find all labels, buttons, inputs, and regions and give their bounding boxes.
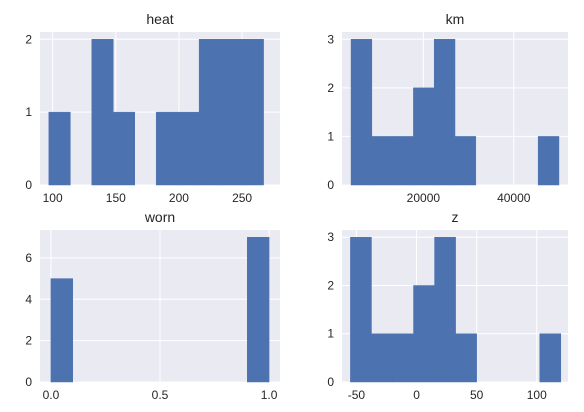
x-tick-label: 40000 [497, 191, 531, 205]
histogram-bar [392, 333, 414, 383]
histogram-bar [247, 236, 270, 383]
y-tick-label: 1 [327, 129, 334, 143]
subplot-title: heat [146, 11, 173, 27]
y-tick-label: 3 [327, 230, 334, 244]
y-tick-label: 0 [25, 375, 32, 389]
histogram-bar [50, 278, 73, 383]
subplot-worn: worn 0.0 0.5 1.0 0 2 4 6 [25, 209, 280, 402]
y-tick-label: 4 [25, 292, 32, 306]
x-tick-label: 0 [413, 388, 420, 402]
subplot-km: km 20000 40000 0 1 2 3 [327, 11, 568, 205]
x-tick-label: 50 [470, 388, 484, 402]
x-tick-label: -50 [348, 388, 366, 402]
histogram-bar [241, 39, 264, 186]
x-tick-label: 0.0 [43, 388, 60, 402]
x-tick-label: 100 [527, 388, 547, 402]
x-tick-label: 0.5 [152, 388, 169, 402]
y-tick-label: 0 [327, 375, 334, 389]
y-tick-label: 2 [25, 334, 32, 348]
y-tick-label: 2 [327, 81, 334, 95]
x-tick-label: 250 [232, 191, 252, 205]
y-tick-label: 1 [25, 105, 32, 119]
histogram-bar [48, 111, 71, 186]
y-tick-label: 0 [25, 178, 32, 192]
y-tick-label: 2 [327, 278, 334, 292]
y-tick-label: 0 [327, 178, 334, 192]
x-tick-label: 200 [169, 191, 189, 205]
histogram-bar [537, 136, 560, 186]
x-tick-label: 150 [106, 191, 126, 205]
histogram-bar [413, 285, 435, 383]
y-tick-label: 2 [25, 32, 32, 46]
x-tick-label: 100 [43, 191, 63, 205]
histogram-bar [392, 136, 414, 186]
subplot-heat: heat 100 150 200 250 0 1 2 [25, 11, 280, 205]
histogram-bar [455, 333, 477, 383]
histogram-bar [113, 111, 135, 186]
histogram-bar [91, 39, 114, 186]
histogram-bar [350, 236, 372, 383]
y-tick-label: 3 [327, 32, 334, 46]
histogram-bar [177, 111, 200, 186]
histogram-bar [220, 39, 243, 186]
x-tick-label: 1.0 [261, 388, 278, 402]
histogram-bar [371, 136, 393, 186]
histogram-bar [454, 136, 477, 186]
subplot-title: worn [144, 209, 175, 225]
histogram-bar [155, 111, 178, 186]
histogram-bar [433, 39, 456, 186]
subplot-title: z [452, 209, 459, 225]
histogram-bar [434, 236, 456, 383]
y-tick-label: 1 [327, 327, 334, 341]
x-tick-label: 20000 [407, 191, 441, 205]
histogram-bar [371, 333, 393, 383]
subplot-z: z -50 0 50 100 0 1 2 3 [327, 209, 568, 402]
histogram-bar [350, 39, 373, 186]
histogram-bar [539, 333, 562, 383]
histogram-bar [198, 39, 221, 186]
histogram-bar [413, 87, 435, 186]
y-tick-label: 6 [25, 251, 32, 265]
subplot-title: km [446, 11, 465, 27]
